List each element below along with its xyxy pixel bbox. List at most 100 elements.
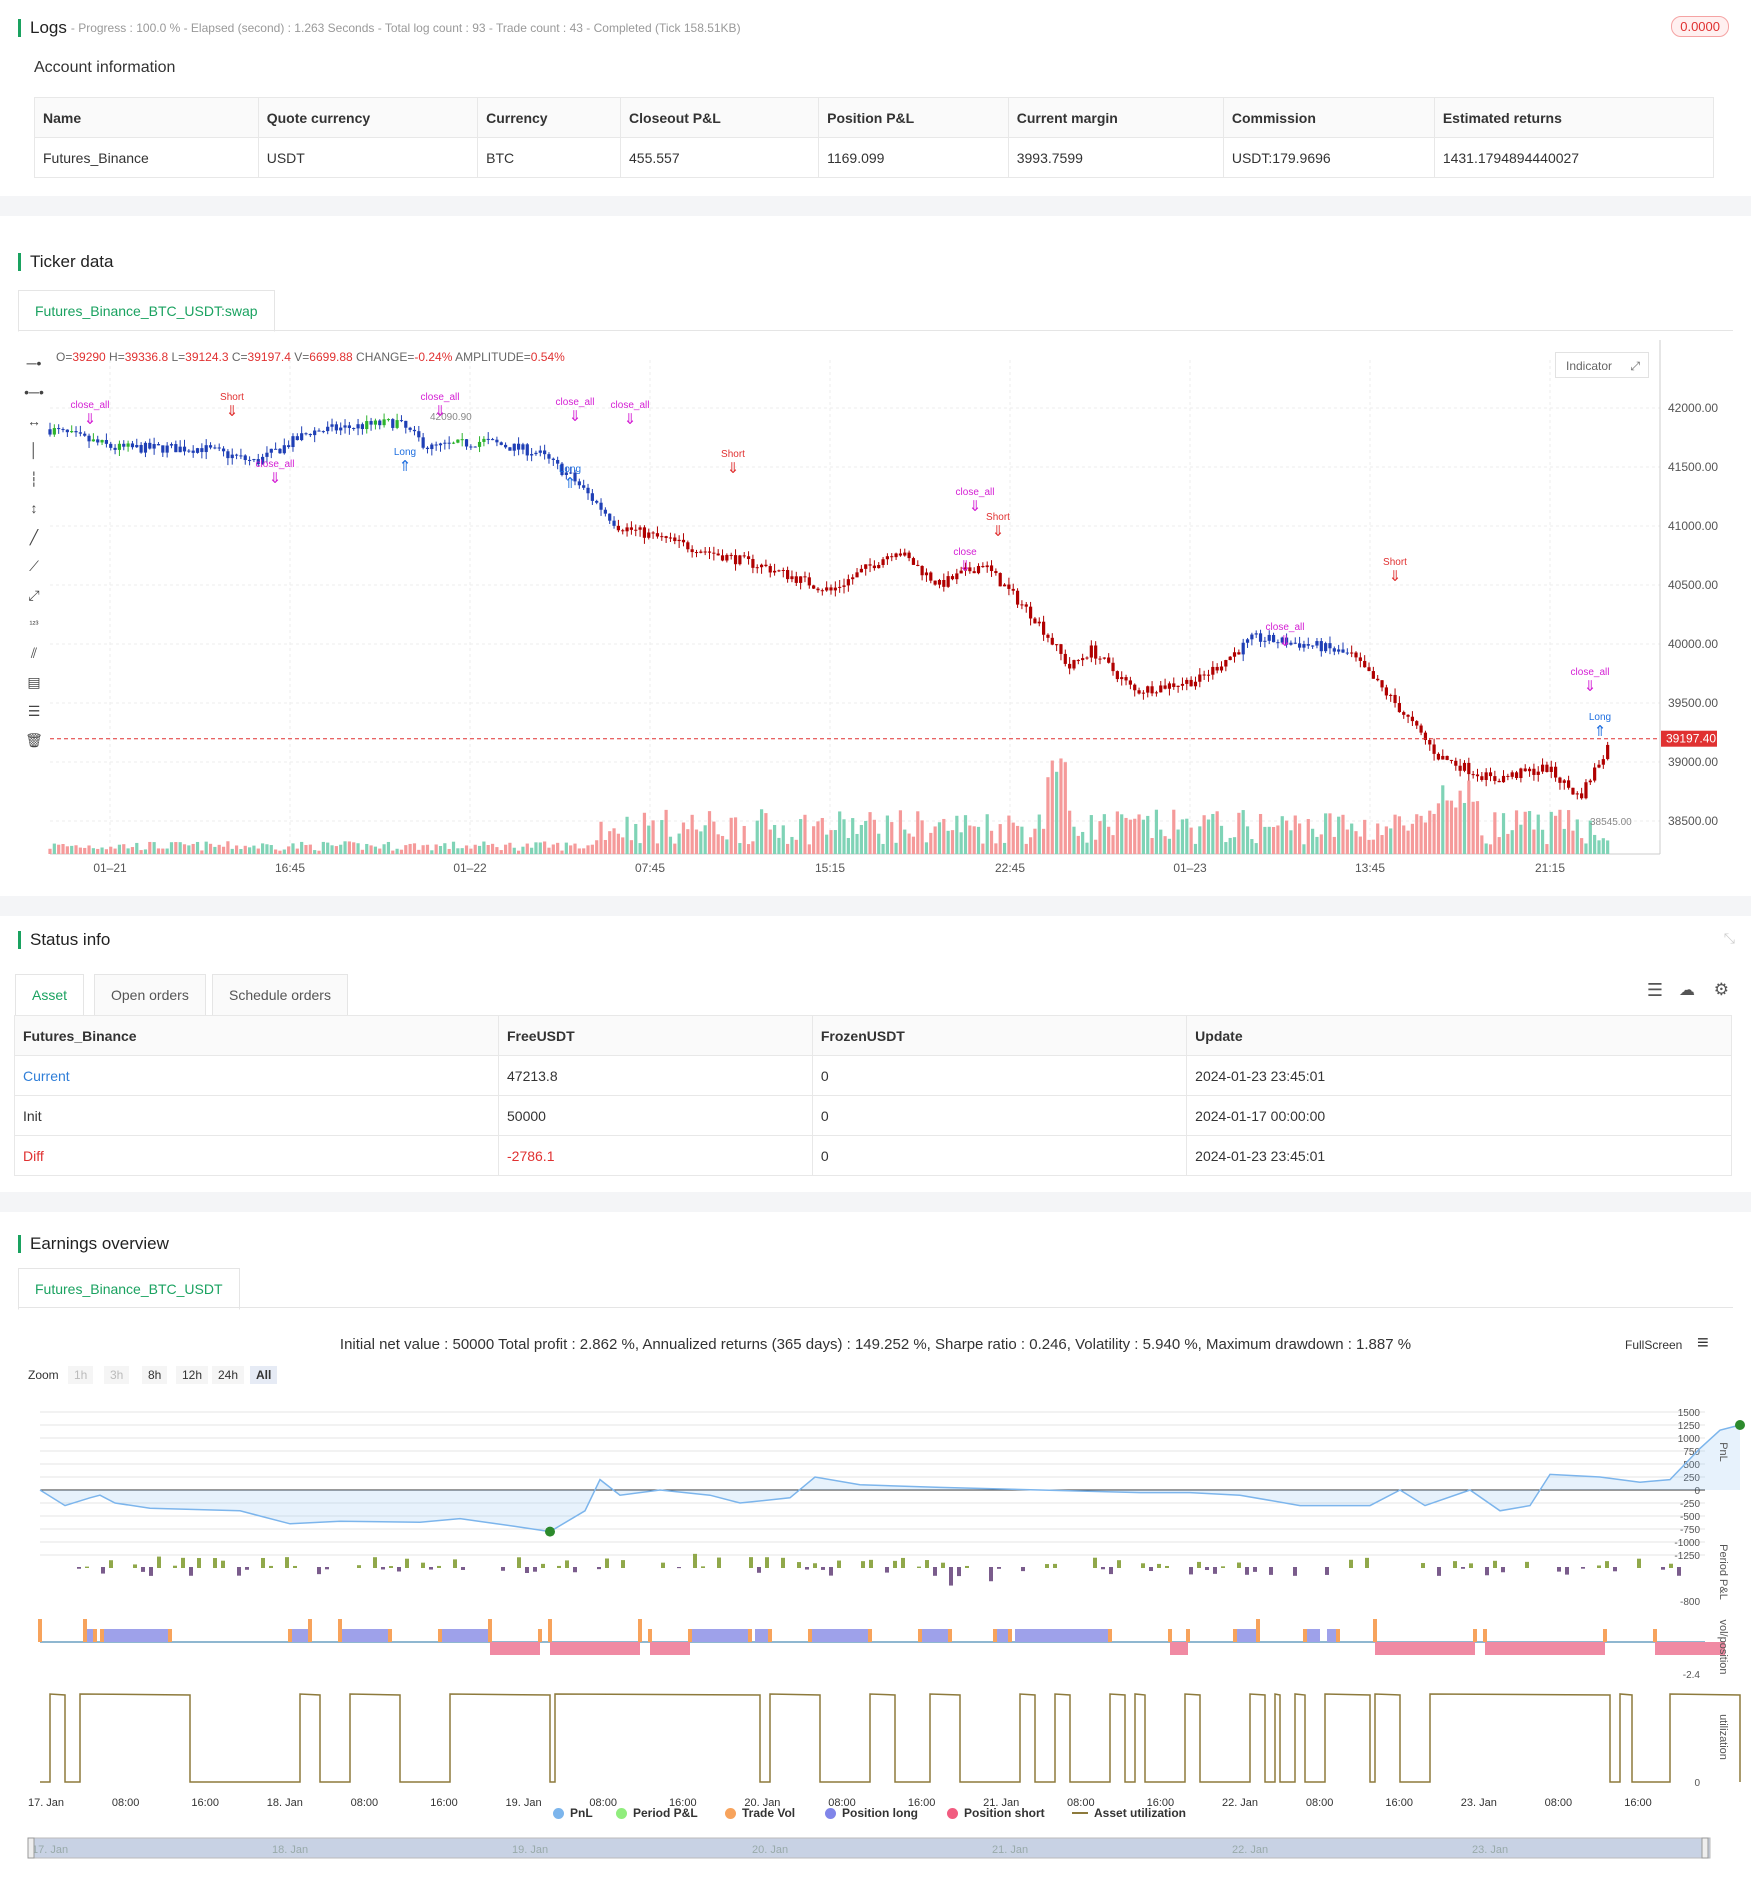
arrow-line-icon[interactable]: ⤢ <box>28 587 40 603</box>
volume-bar <box>156 848 161 854</box>
volume-bar <box>1289 830 1293 854</box>
candlestick-chart[interactable]: 42000.00 41500.00 41000.00 40500.00 40000.00… <box>0 340 1751 880</box>
zoom-3h[interactable]: 3h <box>104 1366 130 1384</box>
ohlc-h: 39336.8 <box>124 350 169 364</box>
volume-bar <box>742 825 746 854</box>
volume-bar <box>1007 815 1011 854</box>
vertical-ray-icon[interactable]: ┆ <box>29 471 39 487</box>
fullscreen-button[interactable]: FullScreen <box>1625 1338 1682 1352</box>
x-tick-label: 22. Jan <box>1222 1797 1258 1809</box>
candle-body <box>447 442 451 444</box>
volume-bar <box>1345 829 1349 854</box>
volume-bar <box>573 843 577 854</box>
low-mark-label: 38545.00 <box>1590 817 1632 828</box>
vertical-segment-icon[interactable]: ↕ <box>30 500 38 516</box>
candle-body <box>1536 771 1540 775</box>
zoom-8h[interactable]: 8h <box>142 1366 168 1384</box>
candle-body <box>608 513 612 521</box>
cloud-download-icon[interactable]: ☁ <box>1679 982 1695 999</box>
chart-menu-icon[interactable]: ≡ <box>1697 1332 1709 1354</box>
account-header-cell: Commission <box>1222 97 1435 138</box>
price-label-icon[interactable]: ¹²³ <box>29 619 39 629</box>
candle-body <box>664 536 668 538</box>
volume-bar <box>469 848 473 854</box>
volume-bar <box>1380 835 1384 854</box>
candle-body <box>1558 777 1562 783</box>
volume-bar <box>1042 828 1046 854</box>
earnings-chart[interactable]: 1500 1250 1000 750 500 250 0 -250 -500 -750 -1000 -… <box>0 1392 1751 1862</box>
volume-bar <box>499 850 503 854</box>
indicator-button[interactable]: Indicator ⤢ <box>1555 352 1649 378</box>
candle-body <box>378 420 382 426</box>
legend-marker-icon <box>1072 1812 1088 1814</box>
volume-bar <box>1128 819 1132 854</box>
candle-body <box>742 555 746 557</box>
volume-bar <box>577 848 581 854</box>
legend-item[interactable]: Position long <box>825 1806 918 1820</box>
candle-body <box>1068 663 1072 669</box>
candle-body <box>1094 645 1098 659</box>
candle-body <box>1176 685 1180 687</box>
zoom-all[interactable]: All <box>250 1366 278 1384</box>
legend-marker-icon <box>947 1807 958 1819</box>
levels-icon[interactable]: ☰ <box>27 703 41 719</box>
vertical-line-icon[interactable]: │ <box>29 442 39 458</box>
legend-item[interactable]: Period P&L <box>616 1806 698 1820</box>
tab-earnings-symbol[interactable]: Futures_Binance_BTC_USDT <box>18 1268 240 1310</box>
expand-icon[interactable]: ⤢ <box>1630 359 1640 373</box>
collapse-icon[interactable]: ⤡ <box>1723 930 1735 946</box>
trash-icon[interactable]: 🗑 <box>25 732 43 748</box>
gear-icon[interactable]: ⚙ <box>1713 980 1729 999</box>
period-pnl-bar <box>901 1557 905 1568</box>
ray-icon[interactable]: ⟋ <box>29 558 39 574</box>
candle-body <box>846 579 850 586</box>
candle-body <box>1228 656 1232 661</box>
volume-bar <box>1250 839 1254 854</box>
candle-body <box>959 570 963 574</box>
candle-body <box>1580 793 1584 799</box>
candle-body <box>1055 644 1059 646</box>
volume-bar <box>1315 836 1319 854</box>
candle-body <box>799 576 803 583</box>
volume-bar <box>421 845 425 854</box>
candle-body <box>1493 776 1497 781</box>
horizontal-ray-icon[interactable]: •─• <box>24 384 44 400</box>
fib-icon[interactable]: ▤ <box>27 674 41 690</box>
volume-bar <box>261 843 265 854</box>
legend-item[interactable]: Asset utilization <box>1072 1806 1186 1820</box>
x-tick-label: 08:00 <box>1306 1797 1334 1809</box>
tab-schedule-orders[interactable]: Schedule orders <box>212 974 348 1016</box>
navigator-handle-right <box>1701 1837 1709 1859</box>
candle-body <box>916 564 920 566</box>
legend-label: Period P&L <box>633 1806 698 1820</box>
legend-item[interactable]: Position short <box>947 1806 1045 1820</box>
list-icon[interactable]: ☰ <box>1646 980 1663 1000</box>
horizontal-segment-icon[interactable]: ↔ <box>27 413 41 429</box>
zoom-12h[interactable]: 12h <box>176 1366 209 1384</box>
volume-bar <box>1540 829 1545 854</box>
trend-line-icon[interactable]: ╱ <box>29 529 39 545</box>
volume-bar <box>1215 811 1219 854</box>
volume-bar <box>373 846 378 854</box>
volume-bar <box>117 844 122 854</box>
tab-open-orders[interactable]: Open orders <box>94 974 206 1016</box>
candle-body <box>1436 753 1441 760</box>
tab-asset[interactable]: Asset <box>15 974 85 1016</box>
horizontal-line-icon[interactable]: ─• <box>26 355 42 371</box>
candle-body <box>586 487 590 494</box>
volume-bar <box>217 844 221 854</box>
parallel-channel-icon[interactable]: ⫽ <box>30 645 38 661</box>
period-pnl-bar <box>173 1565 177 1568</box>
candle-body <box>998 573 1002 587</box>
volume-bar <box>438 845 443 854</box>
y-tick-label: 42000.00 <box>1668 401 1718 415</box>
legend-item[interactable]: Trade Vol <box>725 1806 795 1820</box>
volume-bar <box>1458 790 1462 854</box>
legend-item[interactable]: PnL <box>553 1806 593 1820</box>
period-pnl-bar <box>197 1558 201 1568</box>
zoom-24h[interactable]: 24h <box>212 1366 245 1384</box>
zoom-1h[interactable]: 1h <box>68 1366 94 1384</box>
tab-ticker-swap[interactable]: Futures_Binance_BTC_USDT:swap <box>18 290 275 332</box>
candle-body <box>1458 765 1462 771</box>
candle-body <box>1245 639 1250 643</box>
